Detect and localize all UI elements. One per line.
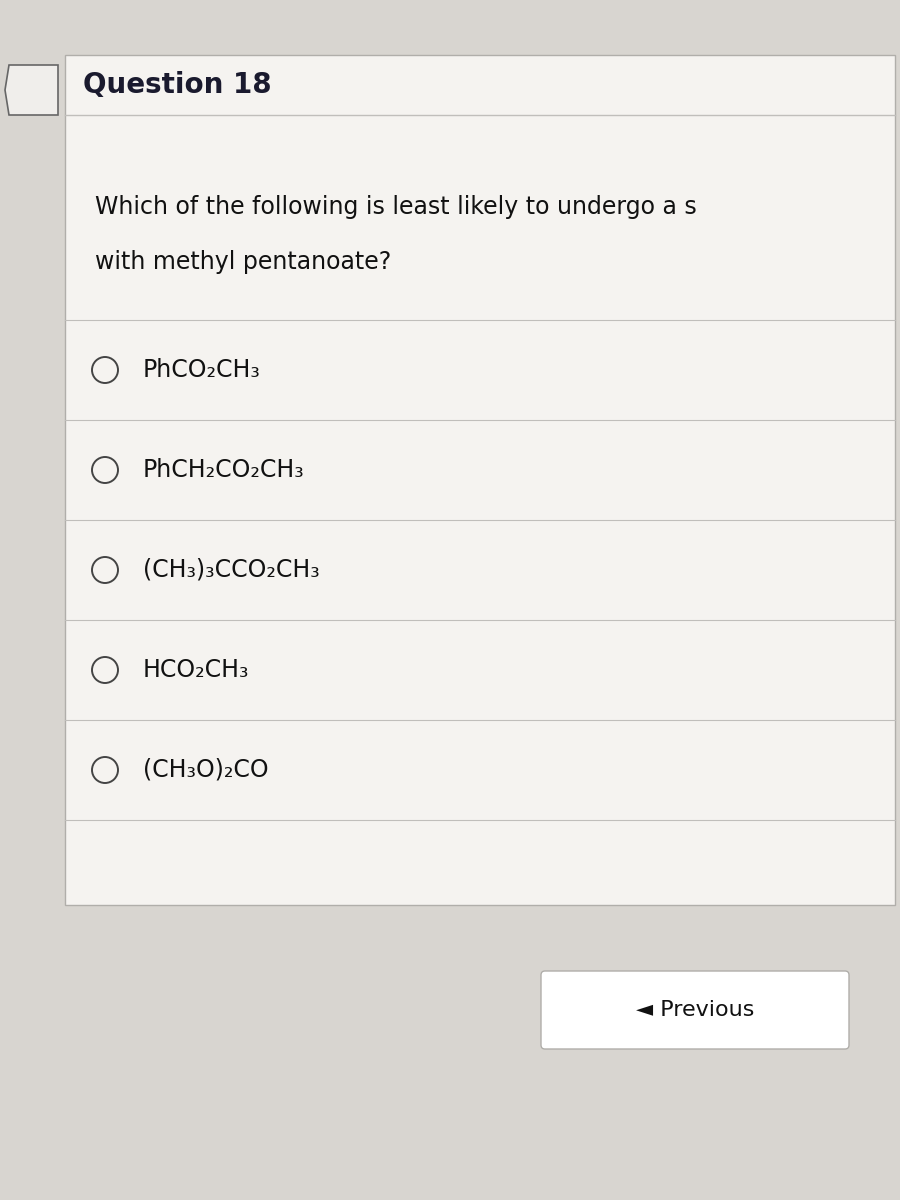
Text: (CH₃O)₂CO: (CH₃O)₂CO — [143, 758, 268, 782]
Text: Question 18: Question 18 — [83, 71, 272, 98]
Text: PhCO₂CH₃: PhCO₂CH₃ — [143, 358, 261, 382]
Polygon shape — [5, 65, 58, 115]
Text: Which of the following is least likely to undergo a s: Which of the following is least likely t… — [95, 194, 697, 218]
FancyBboxPatch shape — [65, 55, 895, 905]
Text: PhCH₂CO₂CH₃: PhCH₂CO₂CH₃ — [143, 458, 305, 482]
Text: ◄ Previous: ◄ Previous — [635, 1000, 754, 1020]
Text: HCO₂CH₃: HCO₂CH₃ — [143, 658, 249, 682]
Text: with methyl pentanoate?: with methyl pentanoate? — [95, 250, 392, 274]
Text: (CH₃)₃CCO₂CH₃: (CH₃)₃CCO₂CH₃ — [143, 558, 320, 582]
FancyBboxPatch shape — [541, 971, 849, 1049]
